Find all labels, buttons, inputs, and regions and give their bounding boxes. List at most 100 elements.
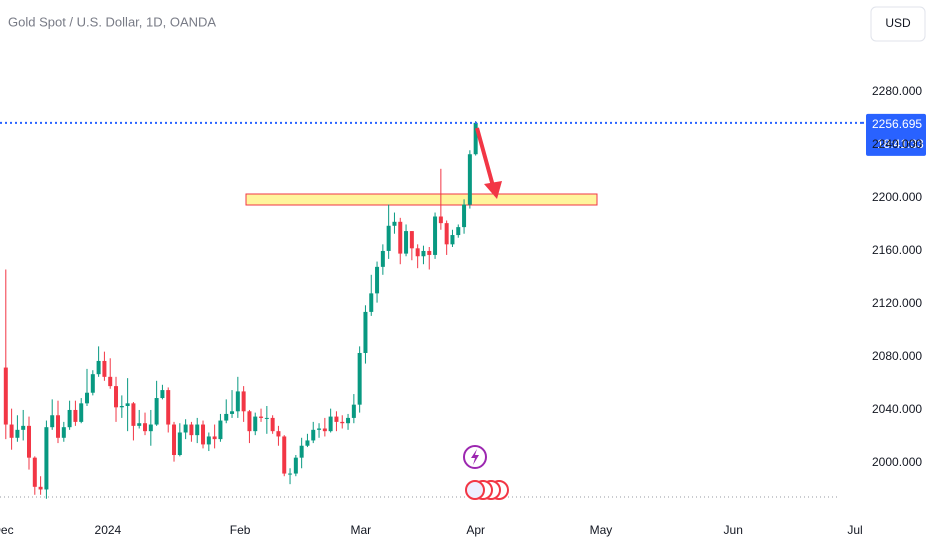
candle-body (369, 293, 374, 312)
candle-body (241, 391, 246, 412)
candle-body (253, 416, 258, 432)
candle-body (172, 424, 177, 456)
x-tick-label: Feb (230, 523, 251, 537)
candle-body (224, 413, 229, 421)
x-tick-label: Jun (724, 523, 743, 537)
candle-body (340, 421, 345, 424)
candle-body (305, 440, 310, 446)
candle-body (433, 216, 438, 255)
candle-body (282, 436, 287, 474)
candle-body (90, 374, 95, 393)
candle-body (322, 428, 327, 432)
candle-body (131, 403, 136, 426)
candle-body (3, 367, 8, 425)
candle-body (363, 311, 368, 353)
candle-body (125, 403, 130, 406)
candle-body (311, 429, 316, 441)
candle-body (32, 457, 37, 487)
candle-body (276, 431, 281, 437)
candle-body (195, 424, 200, 436)
candle-body (27, 425, 32, 458)
candle-body (50, 415, 55, 428)
y-tick-label: 2160.000 (872, 243, 922, 257)
candle-body (386, 225, 391, 251)
candle-body (299, 445, 304, 458)
candle-body (404, 231, 409, 254)
candle-body (56, 415, 61, 438)
x-tick-label: Jul (847, 523, 862, 537)
last-price-tag (866, 113, 926, 156)
x-tick-label: Mar (350, 523, 371, 537)
candle-body (137, 423, 142, 426)
candle-body (206, 436, 211, 445)
candle-body (235, 391, 240, 412)
y-tick-label: 2240.000 (872, 137, 922, 151)
overlay: 2256.695 18:41:33 (862, 113, 926, 156)
candle-body (160, 390, 165, 399)
y-tick-label: 2000.000 (872, 455, 922, 469)
candle-body (15, 429, 20, 438)
candle-body (259, 416, 264, 418)
candle-body (148, 424, 153, 432)
candle-body (328, 416, 333, 432)
y-tick-label: 2200.000 (872, 190, 922, 204)
candle-body (166, 390, 171, 425)
candle-body (346, 417, 351, 424)
candle-body (189, 424, 194, 436)
zone-rectangle (245, 193, 598, 206)
candle-body (392, 221, 397, 226)
candle-body (21, 425, 26, 430)
candle-body (119, 405, 124, 408)
candle-body (467, 154, 472, 205)
candle-body (288, 473, 293, 475)
currency-label[interactable]: USD (885, 16, 911, 30)
candle-body (409, 231, 414, 249)
candle-body (357, 352, 362, 405)
event-icon (465, 480, 485, 500)
x-tick-label: Apr (466, 523, 485, 537)
plot-area (0, 121, 862, 499)
candle-body (212, 436, 217, 440)
candle-body (421, 250, 426, 257)
candle-body (456, 227, 461, 236)
candle-body (9, 424, 14, 438)
candle-body (143, 423, 148, 432)
candle-body (334, 416, 339, 422)
x-tick-label: May (590, 523, 613, 537)
y-tick-label: 2280.000 (872, 84, 922, 98)
y-tick-label: 2040.000 (872, 402, 922, 416)
candle-body (317, 428, 322, 430)
candle-body (380, 250, 385, 267)
candle-body (427, 250, 432, 255)
candle-body (85, 392, 90, 404)
candle-body (293, 457, 298, 474)
countdown-label: 18:41:33 (877, 137, 924, 151)
candle-body (438, 216, 443, 224)
event-icon-glyph (471, 449, 479, 465)
candle-body (473, 122, 478, 155)
candle-body (73, 409, 78, 422)
candle-body (270, 417, 275, 432)
y-tick-label: 2080.000 (872, 349, 922, 363)
event-icons (463, 445, 509, 500)
candle-body (183, 424, 188, 433)
last-price-label: 2256.695 (872, 117, 922, 131)
candle-body (154, 398, 159, 425)
candle-body (96, 360, 101, 375)
x-tick-label: Dec (0, 523, 14, 537)
y-tick-label: 2120.000 (872, 296, 922, 310)
candle-body (247, 411, 252, 432)
currency-button[interactable] (870, 6, 926, 42)
candle-body (79, 403, 84, 422)
candle-body (201, 424, 206, 445)
arrow-shaft (475, 127, 495, 187)
candle-body (177, 432, 182, 456)
arrow-head (484, 181, 502, 199)
candle-body (108, 376, 113, 387)
candle-body (38, 486, 43, 490)
candle-body (398, 221, 403, 254)
candle-body (462, 204, 467, 228)
candle-body (375, 266, 380, 294)
